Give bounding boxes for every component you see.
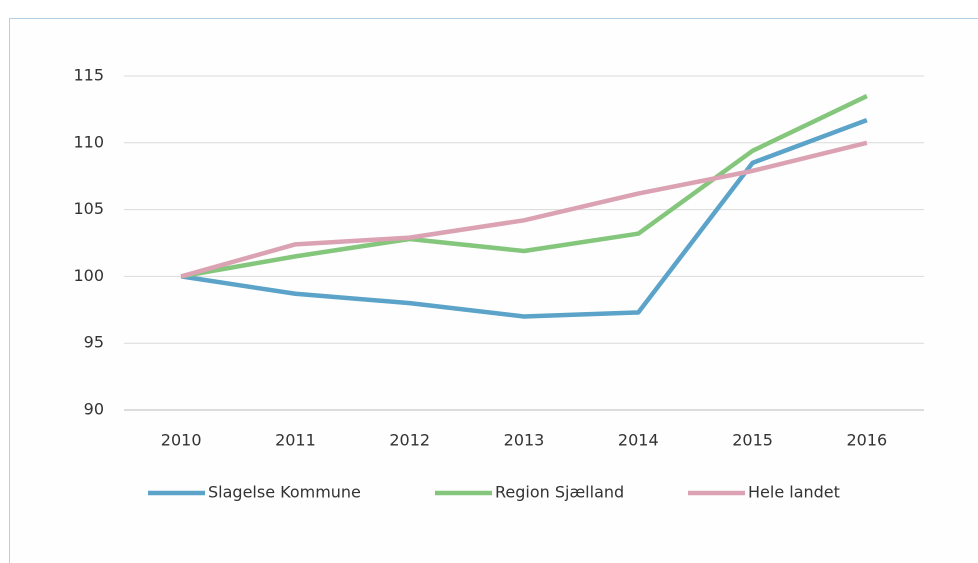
chart-frame <box>9 18 978 563</box>
data-line <box>180 140 868 279</box>
legend-label: Slagelse Kommune <box>208 483 361 502</box>
y-tick-label: 100 <box>73 266 104 285</box>
x-tick-label: 2012 <box>389 431 430 450</box>
x-tick-label: 2010 <box>161 431 202 450</box>
y-tick-label: 90 <box>84 400 104 419</box>
x-tick-label: 2016 <box>846 431 887 450</box>
legend-label: Region Sjælland <box>495 483 624 502</box>
y-tick-label: 105 <box>73 199 104 218</box>
x-tick-label: 2014 <box>618 431 659 450</box>
y-tick-label: 110 <box>73 132 104 151</box>
y-tick-label: 115 <box>73 66 104 85</box>
x-tick-label: 2011 <box>275 431 316 450</box>
data-line <box>180 117 868 319</box>
data-line <box>180 94 868 279</box>
legend-label: Hele landet <box>748 483 840 502</box>
y-tick-label: 95 <box>84 333 104 352</box>
x-tick-label: 2015 <box>732 431 773 450</box>
x-tick-label: 2013 <box>504 431 545 450</box>
